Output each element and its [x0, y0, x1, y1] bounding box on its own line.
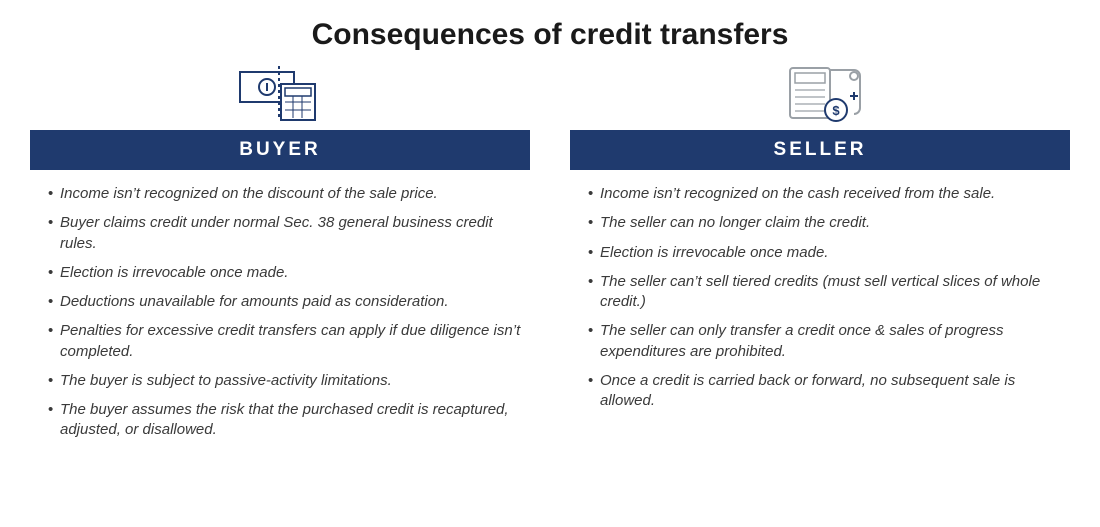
- list-item: The seller can’t sell tiered credits (mu…: [588, 272, 1062, 313]
- list-item: Income isn’t recognized on the discount …: [48, 184, 522, 204]
- buyer-icon-wrap: [30, 60, 530, 130]
- list-item: Election is irrevocable once made.: [588, 243, 1062, 263]
- list-item: Once a credit is carried back or forward…: [588, 371, 1062, 412]
- seller-list: Income isn’t recognized on the cash rece…: [570, 170, 1070, 420]
- buyer-column: BUYER Income isn’t recognized on the dis…: [30, 60, 530, 450]
- seller-icon-wrap: $: [570, 60, 1070, 130]
- svg-text:$: $: [832, 103, 840, 118]
- page-title: Consequences of credit transfers: [30, 18, 1070, 52]
- calculator-receipt-icon: $: [772, 62, 868, 124]
- list-item: The buyer assumes the risk that the purc…: [48, 400, 522, 441]
- seller-column: $ SELLER Income isn’t recognized on the …: [570, 60, 1070, 450]
- list-item: Penalties for excessive credit transfers…: [48, 321, 522, 362]
- money-calculator-icon: [235, 64, 325, 124]
- list-item: The buyer is subject to passive-activity…: [48, 371, 522, 391]
- buyer-list: Income isn’t recognized on the discount …: [30, 170, 530, 450]
- list-item: The seller can only transfer a credit on…: [588, 321, 1062, 362]
- columns-wrap: BUYER Income isn’t recognized on the dis…: [30, 60, 1070, 450]
- list-item: Buyer claims credit under normal Sec. 38…: [48, 213, 522, 254]
- list-item: Election is irrevocable once made.: [48, 263, 522, 283]
- seller-header: SELLER: [570, 130, 1070, 170]
- list-item: The seller can no longer claim the credi…: [588, 213, 1062, 233]
- list-item: Income isn’t recognized on the cash rece…: [588, 184, 1062, 204]
- buyer-header: BUYER: [30, 130, 530, 170]
- list-item: Deductions unavailable for amounts paid …: [48, 292, 522, 312]
- infographic-root: Consequences of credit transfers: [0, 0, 1100, 450]
